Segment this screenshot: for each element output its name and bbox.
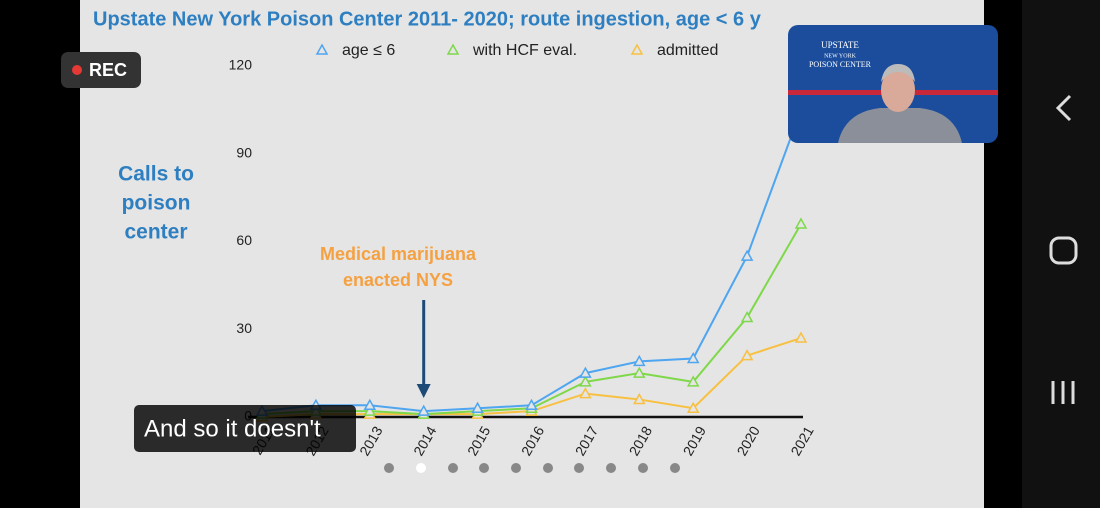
- y-tick-label: 90: [236, 144, 252, 160]
- y-axis-label: center: [124, 221, 187, 244]
- legend-label: with HCF eval.: [472, 42, 577, 59]
- dot[interactable]: [606, 463, 616, 473]
- slide-dots: [384, 463, 680, 473]
- dot[interactable]: [448, 463, 458, 473]
- point: [579, 366, 592, 378]
- point: [686, 375, 700, 387]
- point: [417, 404, 430, 416]
- dot[interactable]: [416, 463, 426, 473]
- annotation: Medical marijuana: [320, 244, 477, 264]
- chart-title: Upstate New York Poison Center 2011- 202…: [93, 8, 762, 30]
- point: [686, 351, 700, 364]
- person-head: [881, 68, 915, 112]
- legend-label: admitted: [657, 42, 718, 59]
- back-button[interactable]: [1055, 94, 1072, 122]
- dot[interactable]: [543, 463, 553, 473]
- nav-bar: [1022, 0, 1100, 508]
- point: [740, 311, 754, 323]
- logo-line: UPSTATE: [821, 40, 859, 50]
- point: [633, 366, 646, 378]
- point: [794, 331, 808, 343]
- point: [740, 249, 754, 261]
- nav-icons: [1049, 94, 1078, 404]
- point: [794, 217, 808, 229]
- home-button[interactable]: [1049, 236, 1078, 265]
- caption-bg: [134, 405, 356, 452]
- person-hair: [881, 64, 915, 82]
- legend-marker: [446, 43, 460, 55]
- dot[interactable]: [384, 463, 394, 473]
- y-tick-label: 60: [236, 232, 252, 248]
- recents-button[interactable]: [1051, 381, 1075, 404]
- y-tick-label: 30: [236, 320, 252, 336]
- dot[interactable]: [479, 463, 489, 473]
- dot[interactable]: [638, 463, 648, 473]
- person-body: [838, 108, 962, 143]
- legend-marker: [315, 43, 329, 55]
- dot[interactable]: [511, 463, 521, 473]
- rec-dot: [72, 65, 82, 75]
- caption-text: And so it doesn't: [144, 415, 321, 442]
- point: [740, 349, 754, 361]
- point: [686, 401, 700, 413]
- point: [633, 392, 646, 405]
- point: [363, 398, 377, 411]
- point: [363, 404, 377, 416]
- y-axis-label: Calls to: [118, 163, 194, 186]
- annotation: enacted NYS: [343, 270, 453, 290]
- point: [579, 387, 592, 399]
- annotation-arrowhead: [416, 384, 431, 398]
- rec-badge[interactable]: REC: [61, 52, 141, 88]
- y-axis-label: poison: [122, 192, 191, 215]
- caption: And so it doesn't: [134, 405, 356, 452]
- dot[interactable]: [574, 463, 584, 473]
- point: [633, 354, 646, 367]
- logo-line: POISON CENTER: [809, 60, 872, 69]
- point: [471, 401, 484, 413]
- y-tick-label: 120: [229, 57, 253, 73]
- rec-bg: [61, 52, 141, 88]
- webcam[interactable]: UPSTATE NEW YORK POISON CENTER: [788, 25, 998, 143]
- point: [525, 398, 538, 411]
- legend-label: age ≤ 6: [342, 42, 395, 59]
- logo-line: NEW YORK: [824, 53, 856, 59]
- legend-marker: [630, 43, 644, 55]
- point: [579, 375, 592, 387]
- rec-label: REC: [89, 60, 127, 80]
- dot[interactable]: [670, 463, 680, 473]
